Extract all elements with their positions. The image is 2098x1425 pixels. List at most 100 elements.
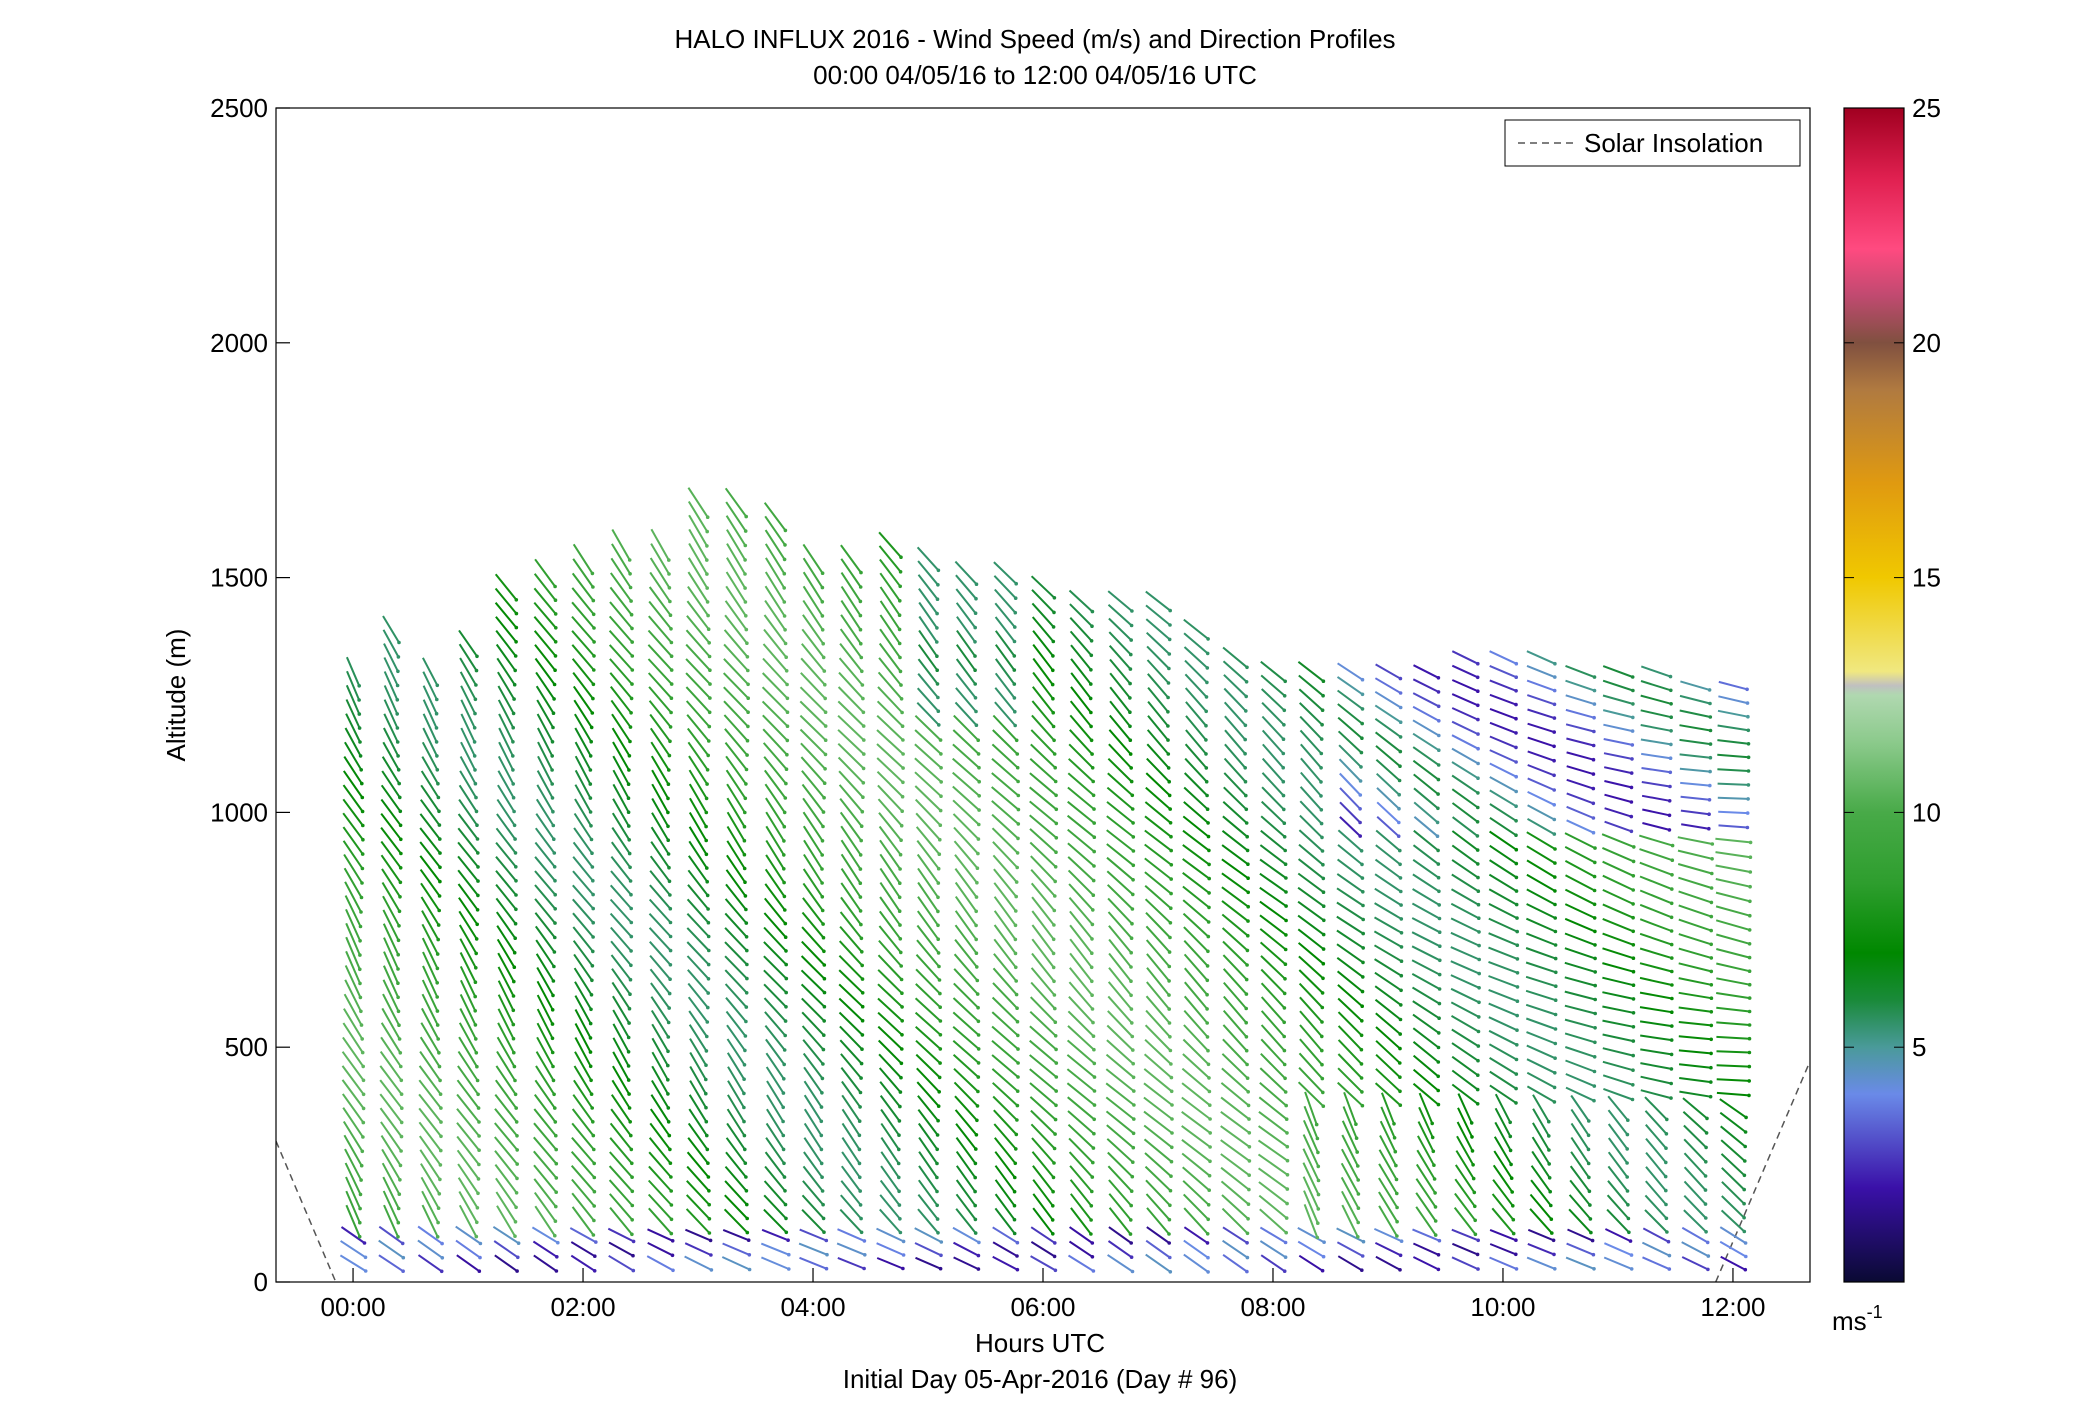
wind-vector-head <box>782 853 786 857</box>
wind-vector-head <box>1743 1130 1748 1134</box>
wind-vector <box>1337 716 1363 739</box>
wind-vector-head <box>743 586 747 590</box>
wind-vector <box>1564 1018 1596 1029</box>
wind-vector-head <box>668 613 673 617</box>
wind-vector <box>419 1036 441 1068</box>
wind-vector-head <box>1283 1240 1288 1245</box>
wind-vector-head <box>591 949 595 954</box>
wind-vector-head <box>976 851 980 856</box>
wind-vector-head <box>1709 1065 1713 1070</box>
wind-vector-head <box>782 1062 786 1067</box>
wind-vector-head <box>360 866 365 871</box>
wind-vector-head <box>1283 1090 1288 1094</box>
wind-vector <box>1181 1067 1211 1093</box>
wind-vector <box>1336 676 1364 696</box>
wind-vector-head <box>1166 766 1171 770</box>
wind-vector <box>1530 1179 1552 1207</box>
wind-vector <box>991 786 1020 811</box>
wind-vector <box>421 1190 439 1224</box>
wind-vector-head <box>400 1106 404 1110</box>
wind-vector-head <box>1703 1202 1708 1206</box>
wind-vector-head <box>1586 1147 1591 1152</box>
wind-vector <box>1029 786 1057 811</box>
wind-vector <box>837 700 865 727</box>
wind-vector <box>1222 646 1248 669</box>
wind-vector <box>763 955 788 980</box>
wind-vector-head <box>435 1235 440 1239</box>
wind-vector-head <box>939 794 943 798</box>
wind-vector <box>1640 665 1671 678</box>
wind-vector <box>1339 801 1361 824</box>
wind-vector <box>878 1067 902 1093</box>
wind-vector <box>876 1227 905 1243</box>
wind-vector-head <box>401 1269 405 1273</box>
wind-vector <box>1067 1123 1095 1149</box>
wind-vector <box>1639 1006 1672 1014</box>
wind-vector-head <box>1090 1241 1095 1245</box>
wind-vector-head <box>666 782 671 786</box>
wind-vector-head <box>746 668 750 673</box>
wind-vector <box>1450 931 1480 947</box>
wind-vector-head <box>973 625 977 630</box>
wind-vector <box>1068 1137 1094 1164</box>
wind-vector-head <box>630 682 634 686</box>
wind-vector <box>421 756 439 785</box>
wind-vector-head <box>1245 1255 1250 1260</box>
wind-vector <box>1374 887 1402 906</box>
wind-vector-head <box>1742 1173 1747 1178</box>
wind-vector <box>685 1194 711 1220</box>
wind-vector-head <box>1709 996 1714 1000</box>
wind-vector <box>1564 860 1596 878</box>
wind-vector <box>1070 644 1092 671</box>
wind-vector-head <box>1670 887 1674 891</box>
wind-vector <box>954 868 978 898</box>
wind-vector <box>1029 841 1057 868</box>
wind-vector <box>1680 781 1710 787</box>
wind-vector <box>611 1079 631 1109</box>
wind-vector <box>1144 871 1172 895</box>
wind-vector-head <box>1669 915 1674 920</box>
wind-vector-head <box>1592 1055 1597 1059</box>
wind-vector <box>837 729 865 755</box>
wind-vector-head <box>858 867 863 871</box>
wind-vector <box>1374 690 1402 709</box>
wind-vector-head <box>743 810 747 815</box>
wind-vector-head <box>743 1048 747 1053</box>
wind-vector <box>1527 804 1555 821</box>
wind-vector <box>1716 1021 1750 1026</box>
wind-vector <box>1564 947 1596 960</box>
wind-vector-head <box>1630 743 1635 747</box>
wind-vector <box>994 644 1016 671</box>
wind-vector <box>1415 1192 1437 1222</box>
wind-vector-head <box>1051 965 1056 970</box>
wind-vector <box>497 952 515 983</box>
wind-vector-head <box>1092 1103 1097 1107</box>
wind-vector-head <box>1283 1255 1288 1259</box>
wind-vector <box>1183 1207 1209 1235</box>
wind-vector-head <box>821 810 826 814</box>
wind-vector <box>1336 1241 1364 1257</box>
wind-vector <box>342 1036 365 1067</box>
wind-vector-head <box>787 1267 791 1271</box>
wind-vector <box>1488 946 1518 960</box>
wind-vector <box>801 783 825 813</box>
wind-vector-head <box>1510 1190 1514 1194</box>
wind-vector-head <box>1013 1175 1017 1180</box>
wind-vector <box>345 936 361 970</box>
wind-vector <box>722 672 749 699</box>
wind-vector-head <box>1129 1241 1133 1245</box>
wind-vector-head <box>360 781 364 786</box>
wind-vector-head <box>1592 888 1597 893</box>
wind-vector-head <box>1360 1004 1364 1008</box>
wind-vector-head <box>513 921 518 926</box>
wind-vector <box>917 1095 939 1122</box>
wind-vector-head <box>592 668 596 672</box>
wind-vector <box>1679 724 1711 732</box>
wind-vector <box>1493 1136 1512 1165</box>
wind-vector-head <box>1246 933 1250 938</box>
wind-vector-head <box>705 515 710 519</box>
wind-vector-head <box>1704 1145 1708 1150</box>
wind-vector-head <box>626 1078 631 1082</box>
wind-vector <box>991 743 1019 769</box>
wind-vector-head <box>742 824 747 829</box>
